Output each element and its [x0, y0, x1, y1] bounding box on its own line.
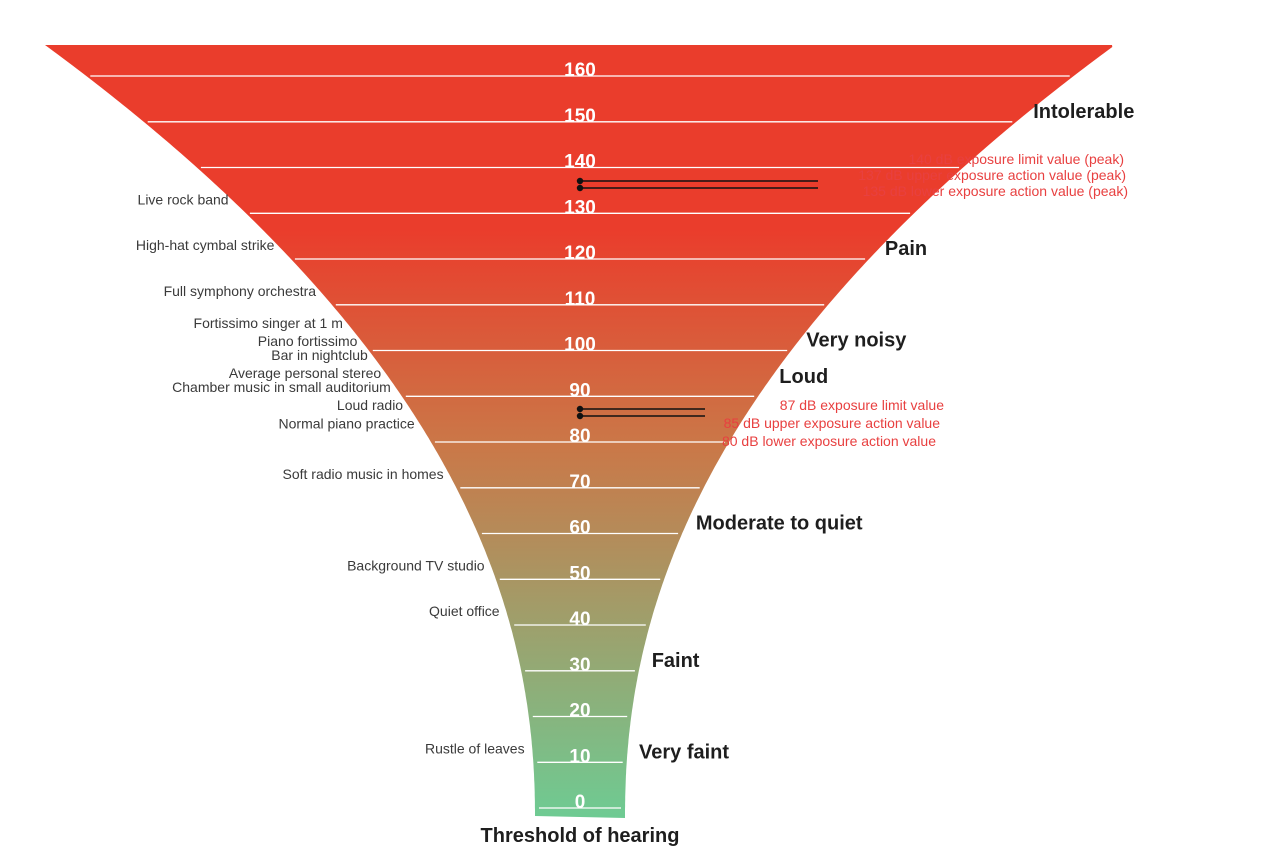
db-tick-label: 90: [569, 380, 590, 401]
exposure-limit-label: 87 dB exposure limit value: [780, 397, 944, 413]
db-tick-label: 150: [564, 106, 596, 127]
sound-source-label: Normal piano practice: [279, 415, 415, 431]
sound-source-label: Average personal stereo: [229, 365, 381, 381]
exposure-limit-label: 135 dB lower exposure action value (peak…: [863, 183, 1128, 199]
loudness-category-labels: Intolerable Pain Very noisy Loud Moderate to…: [639, 101, 1134, 763]
sound-source-label: Background TV studio: [347, 557, 485, 573]
exposure-marker-dot: [576, 412, 584, 420]
exposure-marker-dot: [576, 405, 584, 413]
exposure-marker-dot: [576, 184, 584, 192]
db-tick-label: 40: [569, 609, 590, 630]
sound-source-label: Bar in nightclub: [271, 347, 368, 363]
loudness-category-label: Pain: [885, 238, 927, 260]
exposure-limit-label: 137 dB upper exposure action value (peak…: [858, 167, 1126, 183]
db-tick-label: 160: [564, 60, 596, 81]
sound-source-label: Soft radio music in homes: [283, 466, 444, 482]
db-tick-label: 30: [569, 655, 590, 676]
loudness-category-label: Very noisy: [806, 330, 907, 352]
exposure-limit-annotations: 140 dB exposure limit value (peak)137 dB…: [576, 151, 1128, 449]
db-tick-label: 20: [569, 701, 590, 722]
exposure-limit-label: 140 dB exposure limit value (peak): [908, 151, 1124, 167]
db-tick-label: 130: [564, 197, 596, 218]
sound-source-label: Fortissimo singer at 1 m: [194, 315, 343, 331]
funnel-shape: [45, 45, 1113, 818]
db-tick-label: 70: [569, 472, 590, 493]
sound-source-label: Chamber music in small auditorium: [172, 379, 391, 395]
db-tick-label: 110: [565, 289, 596, 310]
threshold-of-hearing-label: Threshold of hearing: [481, 825, 680, 847]
sound-source-label: Quiet office: [429, 603, 500, 619]
db-tick-label: 60: [569, 518, 590, 539]
db-tick-label: 100: [564, 335, 596, 356]
db-tick-label: 0: [575, 792, 586, 813]
loudness-category-label: Loud: [779, 366, 828, 388]
sound-source-label: Loud radio: [337, 397, 403, 413]
sound-source-label: Full symphony orchestra: [164, 283, 317, 299]
db-tick-label: 140: [564, 152, 596, 173]
loudness-category-label: Very faint: [639, 741, 729, 763]
sound-source-label: Live rock band: [138, 191, 229, 207]
sound-source-label: Piano fortissimo: [258, 333, 358, 349]
db-tick-label: 120: [564, 243, 596, 264]
exposure-limit-label: 85 dB upper exposure action value: [724, 415, 941, 431]
loudness-category-label: Moderate to quiet: [696, 513, 863, 535]
db-tick-label: 10: [569, 746, 590, 767]
loudness-category-label: Faint: [652, 650, 700, 672]
sound-source-label: High-hat cymbal strike: [136, 237, 275, 253]
db-tick-label: 50: [569, 563, 590, 584]
sound-source-labels: Live rock band High-hat cymbal strike Full…: [136, 191, 525, 756]
sound-source-label: Rustle of leaves: [425, 740, 525, 756]
exposure-marker-dot: [576, 177, 584, 185]
exposure-limit-label: 80 dB lower exposure action value: [722, 433, 936, 449]
funnel-gridlines: [90, 75, 1070, 809]
loudness-category-label: Intolerable: [1033, 101, 1134, 123]
db-tick-label: 80: [569, 426, 590, 447]
